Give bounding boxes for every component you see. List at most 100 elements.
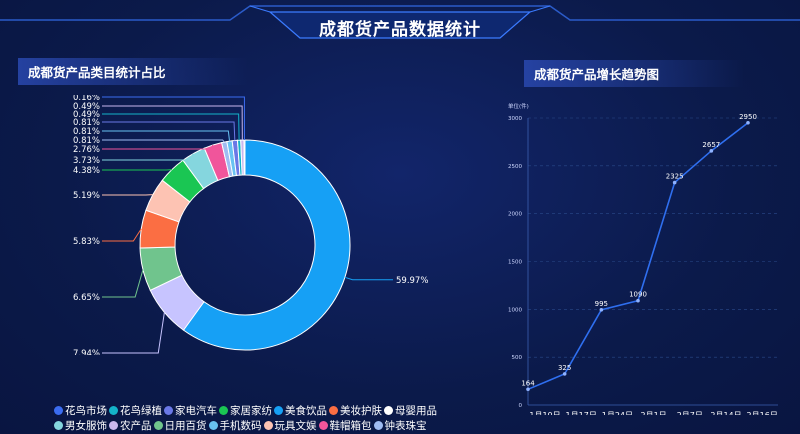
- x-tick-label: 2月16日: [747, 411, 778, 415]
- line-point: [672, 180, 677, 185]
- legend-swatch: [54, 421, 63, 430]
- legend-swatch: [109, 421, 118, 430]
- legend-swatch: [219, 406, 228, 415]
- pie-slice-label: 0.49%: [73, 110, 100, 120]
- legend-label: 家电汽车: [175, 405, 217, 417]
- line-point: [709, 149, 714, 153]
- legend-swatch: [373, 421, 383, 430]
- pie-slice-label: 0.16%: [73, 95, 100, 103]
- legend-label: 美妆护肤: [340, 405, 382, 417]
- legend-item[interactable]: 日用百货: [153, 418, 207, 433]
- pie-slice: [182, 139, 351, 351]
- pie-leader-line: [102, 153, 194, 161]
- pie-leader-line: [102, 144, 214, 150]
- header-frame: [0, 5, 800, 39]
- pie-slice: [243, 139, 246, 176]
- legend-item[interactable]: 美妆护肤: [329, 403, 382, 418]
- pie-slice-label: 0.81%: [73, 136, 100, 146]
- x-tick-label: 1月24日: [602, 411, 633, 415]
- pie-slice-label: 0.81%: [73, 127, 100, 137]
- point-value-label: 1090: [629, 291, 647, 299]
- legend-label: 花鸟绿植: [120, 405, 162, 417]
- y-tick-label: 2500: [508, 164, 522, 170]
- legend-swatch: [263, 421, 273, 430]
- legend-item[interactable]: 男女服饰: [54, 418, 107, 433]
- pie-leader-line: [102, 139, 225, 143]
- y-unit-label: 单位(件): [508, 102, 529, 110]
- point-value-label: 2950: [739, 113, 757, 121]
- legend-item[interactable]: 玩具文娱: [263, 418, 317, 433]
- legend-label: 母婴用品: [395, 405, 437, 417]
- legend-item[interactable]: 钟表珠宝: [373, 418, 427, 433]
- pie-leader-line: [102, 312, 165, 354]
- pie-slice-label: 2.76%: [73, 145, 100, 155]
- point-value-label: 2325: [666, 173, 684, 181]
- legend-swatch: [274, 406, 283, 415]
- pie-leader-line: [102, 96, 245, 141]
- point-value-label: 2657: [702, 141, 720, 149]
- y-tick-label: 500: [512, 355, 523, 361]
- pie-slice-label: 5.19%: [73, 191, 100, 201]
- legend-label: 钟表珠宝: [384, 420, 427, 432]
- legend-item[interactable]: 家居家纺: [219, 403, 272, 418]
- legend-label: 美食饮品: [285, 405, 327, 417]
- pie-slice-label: 7.94%: [73, 349, 100, 355]
- right-panel-title: 成都货产品增长趋势图: [524, 60, 744, 87]
- line-point: [562, 372, 567, 376]
- line-series: [527, 122, 749, 391]
- line-point: [599, 308, 604, 312]
- x-tick-label: 1月10日: [529, 411, 560, 415]
- line-point: [636, 298, 640, 303]
- page-title: 成都货产品数据统计: [319, 20, 481, 40]
- pie-slice-label: 4.38%: [73, 166, 100, 176]
- pie-legend-row-2: 男女服饰 农产品 日用百货 手机数码 玩具文娱 鞋帽箱包 钟表珠宝: [54, 418, 439, 433]
- pie-slice-label: 59.97%: [396, 276, 428, 286]
- line-chart: 单位(件) 0 500 1000 1500 2000 2500 3000 1月10日 1月17日 1…: [508, 102, 778, 415]
- pie-leader-line: [102, 269, 144, 298]
- line-point: [746, 120, 750, 125]
- y-tick-label: 2000: [508, 212, 522, 218]
- legend-swatch: [54, 406, 63, 415]
- y-tick-label: 0: [519, 403, 523, 409]
- legend-label: 男女服饰: [65, 420, 107, 432]
- x-tick-label: 2月1日: [641, 411, 667, 415]
- pie-slice-label: 5.83%: [73, 237, 100, 247]
- x-tick-label: 2月7日: [677, 411, 703, 415]
- legend-swatch: [329, 406, 338, 415]
- point-value-label: 164: [521, 379, 535, 387]
- legend-label: 花鸟市场: [65, 405, 107, 417]
- y-tick-label: 3000: [508, 116, 522, 122]
- legend-swatch: [164, 406, 173, 415]
- pie-slice-label: 6.65%: [73, 293, 100, 303]
- legend-item[interactable]: 农产品: [109, 418, 152, 433]
- legend-swatch: [208, 421, 218, 430]
- legend-swatch: [109, 406, 118, 415]
- pie-leader-line: [102, 121, 236, 141]
- point-value-label: 325: [558, 364, 571, 372]
- legend-label: 农产品: [120, 420, 152, 432]
- pie-legend: 花鸟市场 花鸟绿植 家电汽车 家居家纺 美食饮品 美妆护肤 母婴用品 男女服饰 农产品 日用百货…: [54, 403, 439, 433]
- legend-swatch: [318, 421, 328, 430]
- point-value-label: 995: [595, 300, 608, 308]
- pie-leader-line: [344, 276, 393, 281]
- legend-item[interactable]: 家电汽车: [164, 403, 217, 418]
- legend-label: 日用百货: [164, 420, 207, 432]
- pie-slice-label: 0.49%: [73, 102, 100, 112]
- pie-slice-label: 3.73%: [73, 156, 100, 166]
- pie-leader-line: [102, 130, 231, 142]
- left-panel-title: 成都货产品类目统计占比: [18, 58, 248, 85]
- pie-slice-label: 0.81%: [73, 118, 100, 128]
- legend-item[interactable]: 花鸟绿植: [109, 403, 162, 418]
- legend-swatch: [384, 406, 393, 415]
- legend-item[interactable]: 花鸟市场: [54, 403, 107, 418]
- y-tick-label: 1000: [508, 307, 522, 313]
- legend-item[interactable]: 母婴用品: [384, 403, 437, 418]
- legend-label: 玩具文娱: [274, 420, 317, 432]
- legend-item[interactable]: 美食饮品: [274, 403, 327, 418]
- pie-legend-row-1: 花鸟市场 花鸟绿植 家电汽车 家居家纺 美食饮品 美妆护肤 母婴用品: [54, 403, 439, 418]
- legend-label: 鞋帽箱包: [329, 420, 372, 432]
- legend-label: 家居家纺: [230, 405, 272, 417]
- legend-item[interactable]: 鞋帽箱包: [318, 418, 372, 433]
- legend-item[interactable]: 手机数码: [208, 418, 262, 433]
- donut-chart: 59.97% 7.94% 6.65% 5.83% 5.19% 4.38%3.73%2.76…: [73, 95, 428, 355]
